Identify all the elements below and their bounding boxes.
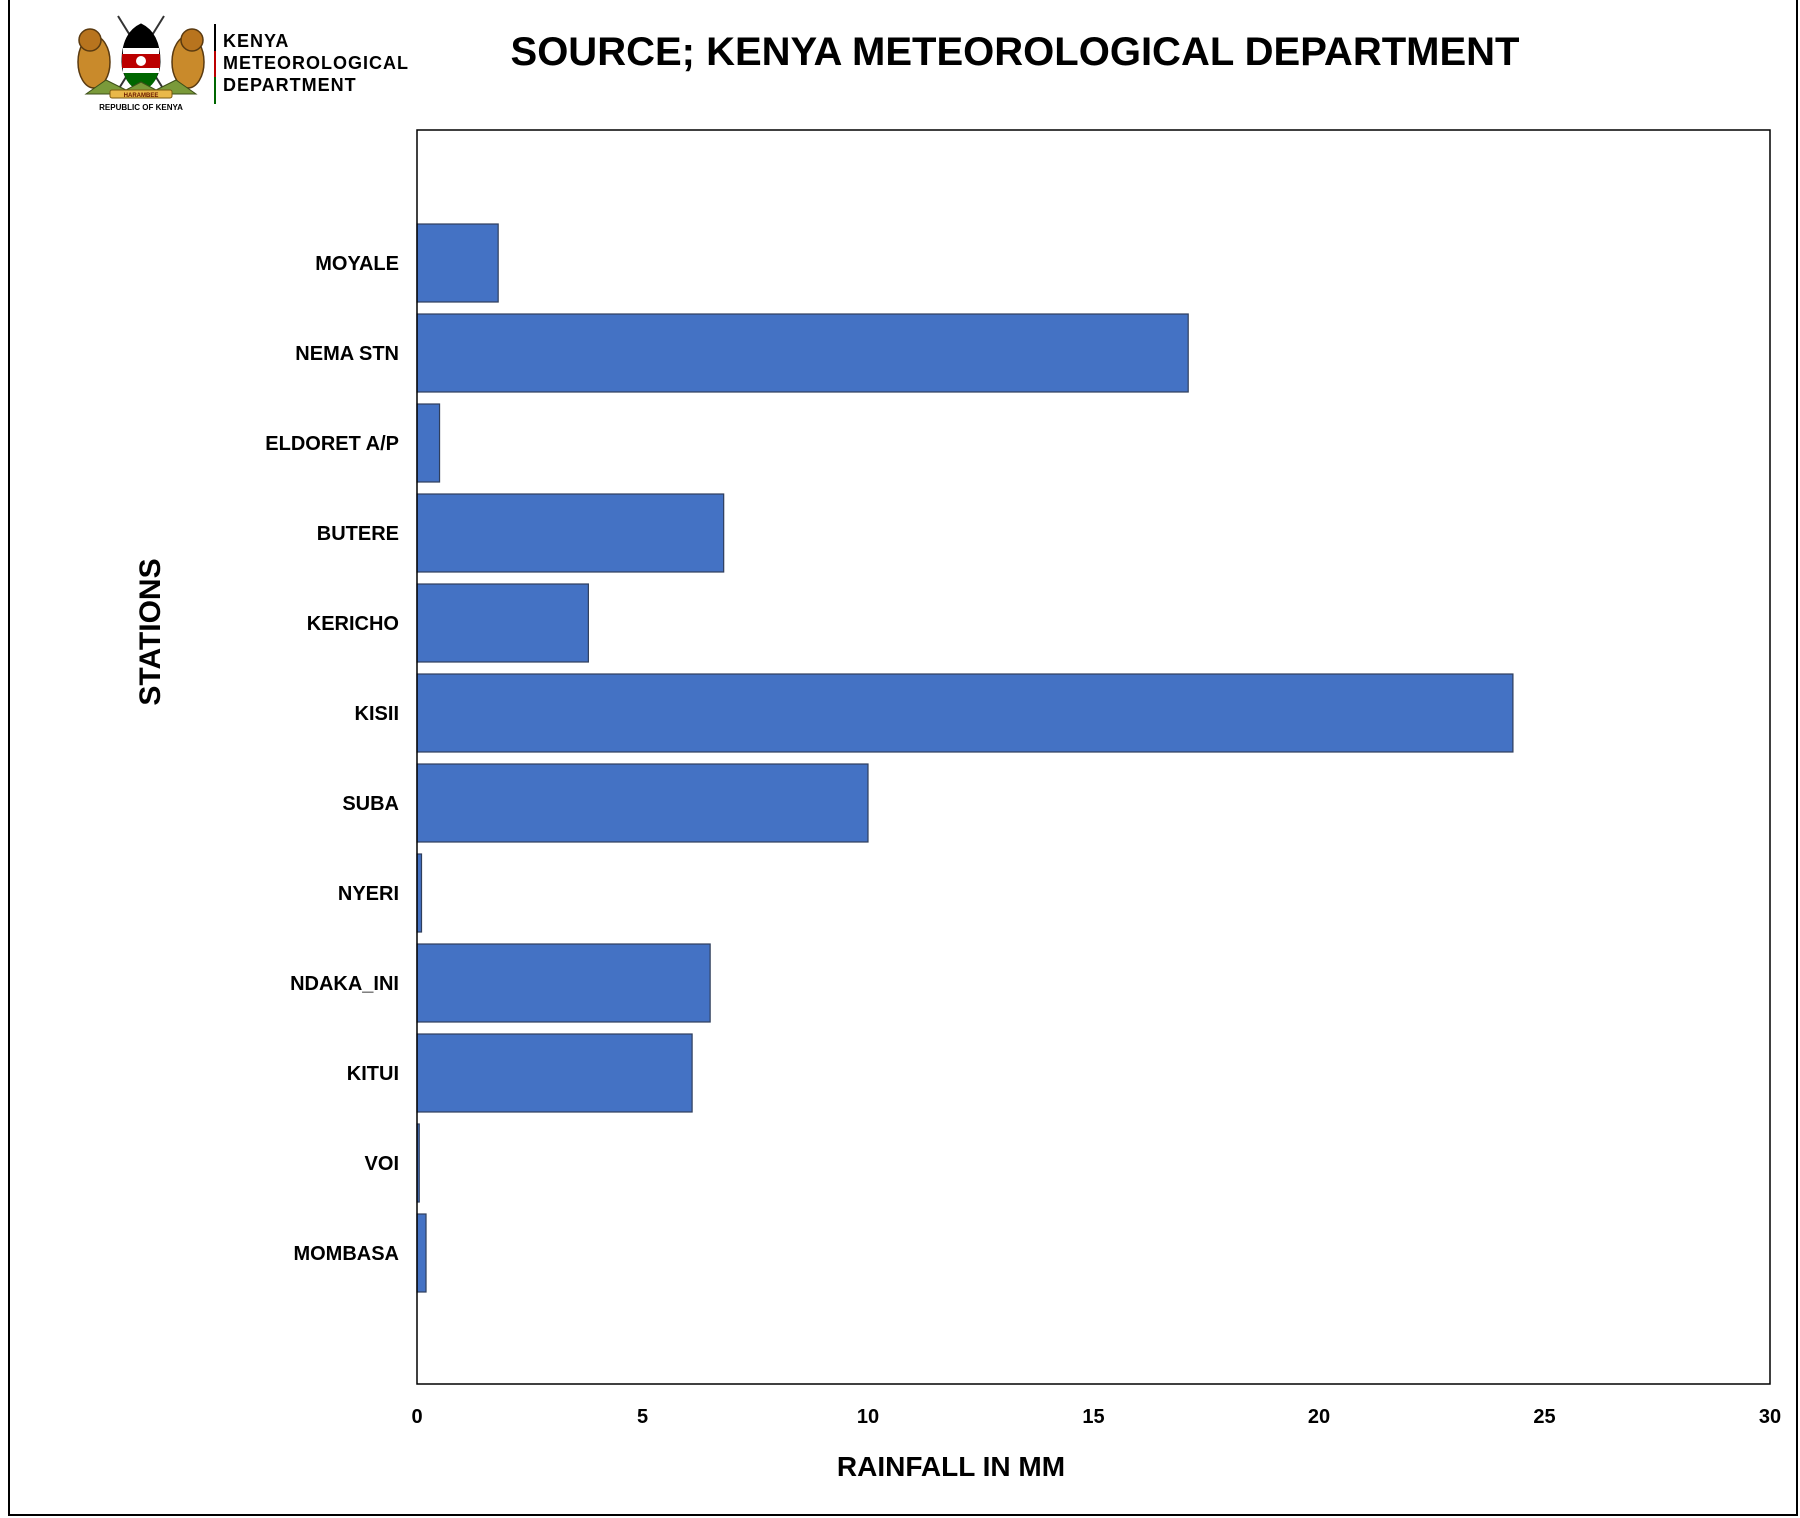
bar-kitui <box>416 1033 693 1113</box>
dept-line-kenya: KENYA <box>223 31 290 51</box>
bar-moyale <box>416 223 499 303</box>
plot-area-border <box>416 129 1771 1385</box>
station-labels-group: MOYALE NEMA STN ELDORET A/P BUTERE KERICHO KI… <box>265 253 399 1265</box>
bar-kericho <box>416 583 589 663</box>
x-tick-labels-group: 0 5 10 15 20 25 30 <box>411 1406 1781 1428</box>
x-tick-label: 0 <box>411 1406 422 1428</box>
station-label: MOMBASA <box>293 1243 399 1265</box>
logo-motto: HARAMBEE <box>124 93 159 99</box>
kenya-coat-of-arms-logo: HARAMBEE REPUBLIC OF KENYA <box>77 15 205 112</box>
station-label: SUBA <box>342 793 399 815</box>
bar-mombasa <box>416 1213 427 1293</box>
x-tick-label: 25 <box>1533 1406 1555 1428</box>
x-tick-label: 20 <box>1308 1406 1330 1428</box>
station-label: NEMA STN <box>295 343 399 365</box>
chart-frame <box>8 0 1798 1516</box>
station-label: BUTERE <box>317 523 399 545</box>
x-tick-label: 10 <box>857 1406 879 1428</box>
flag-color-bar <box>214 24 216 104</box>
logo-caption: REPUBLIC OF KENYA <box>99 103 183 112</box>
station-label: ELDORET A/P <box>265 433 399 455</box>
station-label: MOYALE <box>315 253 399 275</box>
station-label: NDAKA_INI <box>290 973 399 995</box>
x-tick-label: 30 <box>1759 1406 1781 1428</box>
bars-group <box>416 223 1514 1293</box>
x-axis-title: RAINFALL IN MM <box>837 1451 1065 1482</box>
station-label: NYERI <box>338 883 399 905</box>
station-label: KITUI <box>347 1063 399 1085</box>
station-label: KERICHO <box>307 613 399 635</box>
bar-nema-stn <box>416 313 1189 393</box>
bar-kisii <box>416 673 1514 753</box>
x-tick-label: 5 <box>637 1406 648 1428</box>
bar-butere <box>416 493 725 573</box>
y-axis-title: STATIONS <box>134 558 167 705</box>
dept-line-department: DEPARTMENT <box>223 75 357 95</box>
dept-line-meteorological: METEOROLOGICAL <box>223 53 409 73</box>
bar-ndaka-ini <box>416 943 711 1023</box>
station-label: KISII <box>355 703 399 725</box>
bar-suba <box>416 763 869 843</box>
bar-eldoret-a-p <box>416 403 441 483</box>
station-label: VOI <box>365 1153 399 1175</box>
x-tick-label: 15 <box>1082 1406 1104 1428</box>
source-title: SOURCE; KENYA METEOROLOGICAL DEPARTMENT <box>510 30 1520 74</box>
